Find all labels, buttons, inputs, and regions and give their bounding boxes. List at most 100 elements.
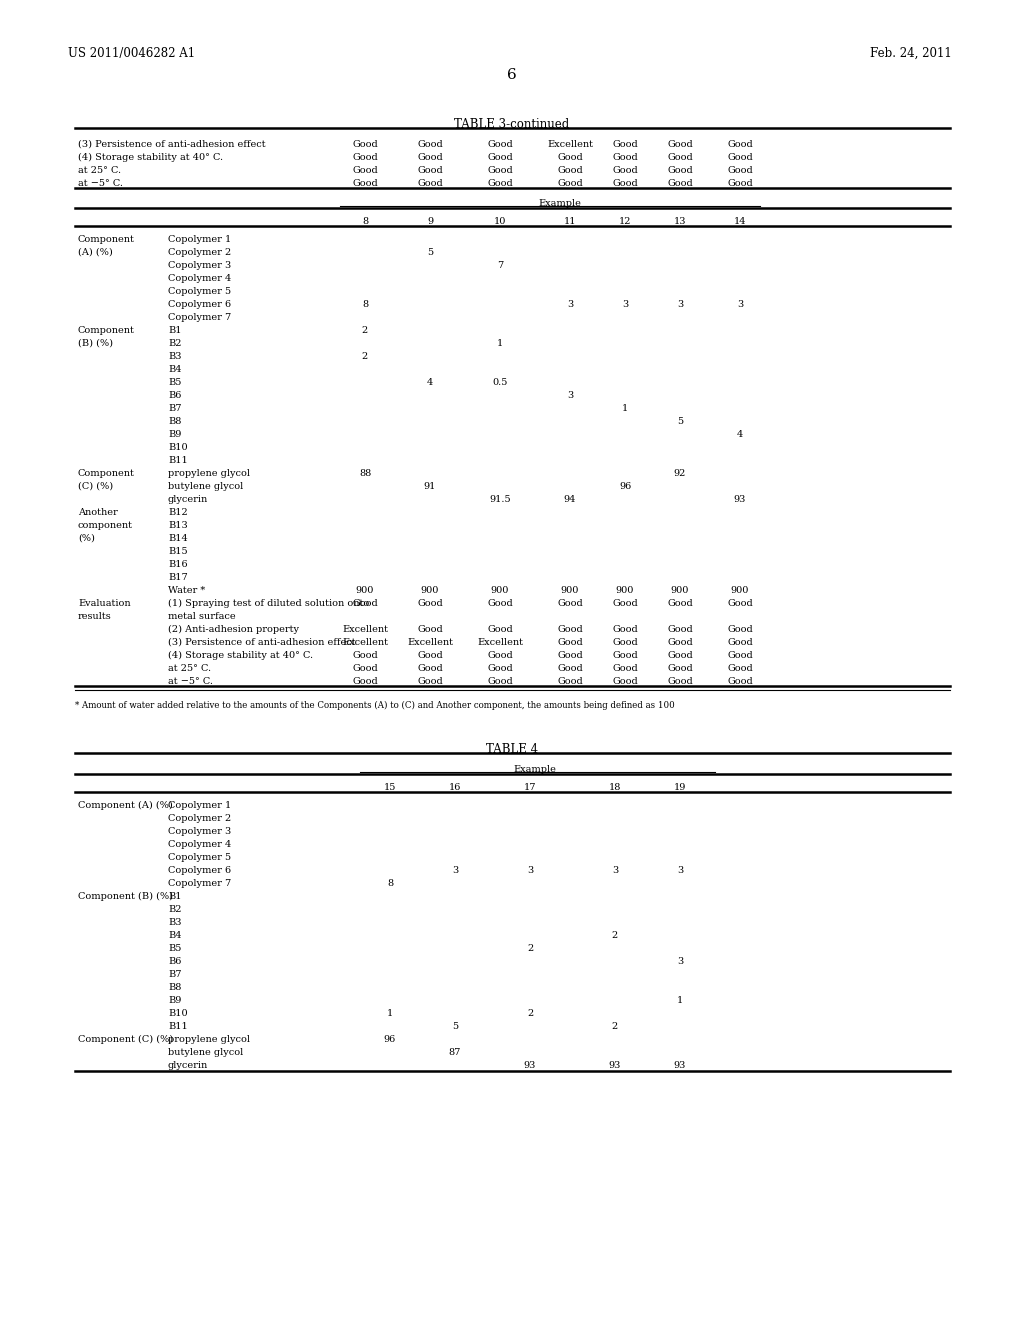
Text: at −5° C.: at −5° C.	[78, 180, 123, 187]
Text: 11: 11	[564, 216, 577, 226]
Text: Good: Good	[557, 599, 583, 609]
Text: Copolymer 2: Copolymer 2	[168, 814, 231, 822]
Text: Good: Good	[557, 651, 583, 660]
Text: TABLE 3-continued: TABLE 3-continued	[455, 117, 569, 131]
Text: Good: Good	[667, 140, 693, 149]
Text: B1: B1	[168, 892, 181, 902]
Text: 3: 3	[527, 866, 534, 875]
Text: Good: Good	[352, 677, 378, 686]
Text: 18: 18	[609, 783, 622, 792]
Text: B13: B13	[168, 521, 187, 531]
Text: B17: B17	[168, 573, 187, 582]
Text: B16: B16	[168, 560, 187, 569]
Text: Excellent: Excellent	[547, 140, 593, 149]
Text: Good: Good	[727, 166, 753, 176]
Text: 9: 9	[427, 216, 433, 226]
Text: Copolymer 6: Copolymer 6	[168, 866, 231, 875]
Text: 3: 3	[622, 300, 628, 309]
Text: at 25° C.: at 25° C.	[78, 166, 121, 176]
Text: Good: Good	[612, 140, 638, 149]
Text: Good: Good	[417, 677, 442, 686]
Text: Good: Good	[612, 638, 638, 647]
Text: Example: Example	[539, 199, 582, 209]
Text: B7: B7	[168, 970, 181, 979]
Text: 7: 7	[497, 261, 503, 271]
Text: 91: 91	[424, 482, 436, 491]
Text: B2: B2	[168, 339, 181, 348]
Text: 8: 8	[387, 879, 393, 888]
Text: (C) (%): (C) (%)	[78, 482, 113, 491]
Text: Good: Good	[727, 624, 753, 634]
Text: US 2011/0046282 A1: US 2011/0046282 A1	[68, 48, 196, 59]
Text: Good: Good	[487, 140, 513, 149]
Text: 2: 2	[527, 944, 534, 953]
Text: 900: 900	[421, 586, 439, 595]
Text: Feb. 24, 2011: Feb. 24, 2011	[870, 48, 951, 59]
Text: Good: Good	[417, 664, 442, 673]
Text: Copolymer 2: Copolymer 2	[168, 248, 231, 257]
Text: glycerin: glycerin	[168, 495, 208, 504]
Text: 19: 19	[674, 783, 686, 792]
Text: 2: 2	[612, 931, 618, 940]
Text: (A) (%): (A) (%)	[78, 248, 113, 257]
Text: Good: Good	[667, 624, 693, 634]
Text: results: results	[78, 612, 112, 620]
Text: Good: Good	[417, 166, 442, 176]
Text: Good: Good	[727, 677, 753, 686]
Text: Good: Good	[557, 153, 583, 162]
Text: 2: 2	[361, 326, 368, 335]
Text: glycerin: glycerin	[168, 1061, 208, 1071]
Text: B9: B9	[168, 997, 181, 1005]
Text: 3: 3	[567, 391, 573, 400]
Text: Good: Good	[487, 180, 513, 187]
Text: 900: 900	[731, 586, 750, 595]
Text: Good: Good	[487, 624, 513, 634]
Text: B4: B4	[168, 931, 181, 940]
Text: 3: 3	[567, 300, 573, 309]
Text: Good: Good	[612, 624, 638, 634]
Text: B5: B5	[168, 944, 181, 953]
Text: 3: 3	[612, 866, 618, 875]
Text: B2: B2	[168, 906, 181, 913]
Text: Good: Good	[487, 166, 513, 176]
Text: Good: Good	[352, 153, 378, 162]
Text: Good: Good	[667, 638, 693, 647]
Text: 5: 5	[427, 248, 433, 257]
Text: Good: Good	[612, 664, 638, 673]
Text: Good: Good	[557, 664, 583, 673]
Text: Copolymer 5: Copolymer 5	[168, 853, 231, 862]
Text: Good: Good	[667, 180, 693, 187]
Text: Evaluation: Evaluation	[78, 599, 131, 609]
Text: 96: 96	[384, 1035, 396, 1044]
Text: Good: Good	[487, 599, 513, 609]
Text: (%): (%)	[78, 535, 95, 543]
Text: propylene glycol: propylene glycol	[168, 1035, 250, 1044]
Text: Good: Good	[667, 153, 693, 162]
Text: Good: Good	[417, 180, 442, 187]
Text: 1: 1	[387, 1008, 393, 1018]
Text: Good: Good	[612, 180, 638, 187]
Text: butylene glycol: butylene glycol	[168, 482, 244, 491]
Text: (B) (%): (B) (%)	[78, 339, 113, 348]
Text: (3) Persistence of anti-adhesion effect: (3) Persistence of anti-adhesion effect	[78, 140, 265, 149]
Text: Copolymer 5: Copolymer 5	[168, 286, 231, 296]
Text: B5: B5	[168, 378, 181, 387]
Text: B7: B7	[168, 404, 181, 413]
Text: 93: 93	[609, 1061, 622, 1071]
Text: Good: Good	[487, 651, 513, 660]
Text: Good: Good	[727, 180, 753, 187]
Text: 13: 13	[674, 216, 686, 226]
Text: 3: 3	[677, 957, 683, 966]
Text: B8: B8	[168, 983, 181, 993]
Text: 1: 1	[677, 997, 683, 1005]
Text: 12: 12	[618, 216, 631, 226]
Text: Good: Good	[417, 651, 442, 660]
Text: Good: Good	[612, 599, 638, 609]
Text: 8: 8	[361, 300, 368, 309]
Text: (2) Anti-adhesion property: (2) Anti-adhesion property	[168, 624, 299, 634]
Text: B3: B3	[168, 352, 181, 360]
Text: Component: Component	[78, 326, 135, 335]
Text: at −5° C.: at −5° C.	[168, 677, 213, 686]
Text: 93: 93	[674, 1061, 686, 1071]
Text: 6: 6	[507, 69, 517, 82]
